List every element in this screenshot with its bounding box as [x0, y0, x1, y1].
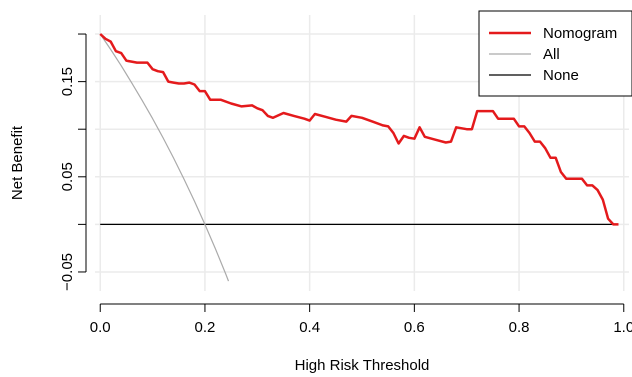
series-layer: [99, 33, 619, 282]
y-tick-label: 0.15: [59, 67, 76, 96]
legend-label-all: All: [543, 46, 560, 63]
legend-label-nomogram: Nomogram: [543, 25, 617, 42]
x-tick-label: 1.0: [613, 319, 632, 336]
x-tick-label: 0.2: [195, 319, 216, 336]
y-tick-label: 0.05: [59, 162, 76, 191]
legend-label-none: None: [543, 67, 579, 84]
y-axis: −0.05 0.05 0.15: [59, 33, 87, 291]
x-axis-label: High Risk Threshold: [295, 357, 430, 374]
series-line-nomogram: [99, 33, 619, 226]
x-tick-label: 0.6: [404, 319, 425, 336]
y-tick-label: −0.05: [59, 253, 76, 291]
x-tick-label: 0.0: [90, 319, 111, 336]
x-axis: 0.0 0.2 0.4 0.6 0.8 1.0: [90, 303, 632, 336]
x-tick-label: 0.4: [299, 319, 320, 336]
y-axis-label: Net Benefit: [9, 125, 26, 200]
legend: Nomogram All None: [478, 10, 632, 97]
series-line-all: [99, 33, 230, 282]
x-tick-label: 0.8: [509, 319, 530, 336]
